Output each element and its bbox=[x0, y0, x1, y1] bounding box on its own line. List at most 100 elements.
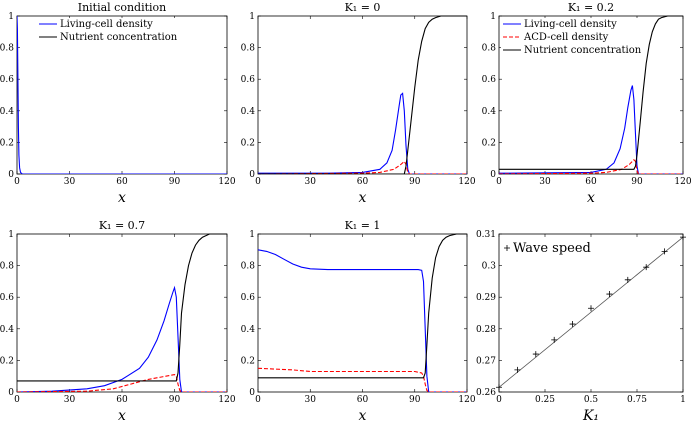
y-tick-label: 0.8 bbox=[482, 44, 497, 54]
y-tick-label: 0 bbox=[8, 170, 14, 180]
y-tick-label: 0.4 bbox=[241, 107, 256, 117]
wave-speed-point bbox=[661, 248, 668, 255]
x-tick-label: 0.5 bbox=[584, 395, 599, 405]
y-tick-label: 1 bbox=[8, 230, 14, 240]
nutrient-series-line bbox=[499, 15, 683, 170]
axes-frame bbox=[16, 233, 228, 393]
legend-box bbox=[501, 18, 639, 61]
y-tick-label: 1 bbox=[249, 12, 255, 22]
legend-label: Wave speed bbox=[513, 241, 591, 256]
y-tick-label: 0 bbox=[8, 388, 14, 398]
x-tick-label: 30 bbox=[305, 177, 317, 187]
acd-series-line bbox=[258, 160, 467, 174]
y-tick-label: 0.29 bbox=[476, 293, 496, 303]
x-tick-label: 0.25 bbox=[535, 395, 555, 405]
y-tick-label: 0.4 bbox=[0, 107, 14, 117]
y-tick-label: 0.31 bbox=[476, 230, 496, 240]
y-tick-label: 0 bbox=[249, 388, 255, 398]
y-tick-label: 0.3 bbox=[482, 262, 497, 272]
panel-title: K₁ = 0 bbox=[345, 1, 381, 14]
y-tick-label: 0.8 bbox=[0, 262, 14, 272]
x-tick-label: 90 bbox=[169, 395, 181, 405]
legend-label: Nutrient concentration bbox=[524, 45, 642, 56]
legend-marker bbox=[504, 245, 510, 251]
x-tick-label: 60 bbox=[116, 177, 128, 187]
x-tick-label: 30 bbox=[539, 177, 551, 187]
legend-label: ACD-cell density bbox=[523, 32, 609, 43]
x-tick-label: 0 bbox=[255, 177, 261, 187]
wave-speed-point bbox=[532, 351, 539, 358]
wave-speed-point bbox=[680, 234, 686, 241]
legend-label: Living-cell density bbox=[60, 19, 153, 30]
living-series-line bbox=[258, 92, 467, 174]
y-tick-label: 0.2 bbox=[241, 356, 255, 366]
x-axis-label: x bbox=[118, 190, 126, 206]
y-tick-label: 1 bbox=[8, 12, 14, 22]
x-tick-label: 120 bbox=[218, 177, 235, 187]
y-tick-label: 0.4 bbox=[0, 325, 14, 335]
axes-frame bbox=[498, 233, 684, 393]
wave-speed-point bbox=[588, 305, 594, 312]
y-tick-label: 0.2 bbox=[0, 356, 14, 366]
nutrient-series-line bbox=[258, 15, 467, 174]
y-tick-label: 0.6 bbox=[241, 75, 256, 85]
y-tick-label: 0 bbox=[249, 170, 255, 180]
x-tick-label: 90 bbox=[409, 177, 421, 187]
x-tick-label: 30 bbox=[305, 395, 317, 405]
axes-frame bbox=[257, 15, 468, 175]
y-tick-label: 0.6 bbox=[241, 293, 256, 303]
panel-title: Initial condition bbox=[78, 1, 167, 14]
x-tick-label: 0.75 bbox=[627, 395, 647, 405]
y-tick-label: 0.2 bbox=[0, 138, 14, 148]
x-tick-label: 60 bbox=[116, 395, 128, 405]
nutrient-series-line bbox=[258, 233, 467, 379]
wave-speed-point bbox=[569, 321, 576, 328]
x-tick-label: 120 bbox=[458, 177, 475, 187]
x-tick-label: 90 bbox=[631, 177, 643, 187]
x-tick-label: 120 bbox=[218, 395, 235, 405]
wave-speed-point bbox=[514, 366, 521, 373]
y-tick-label: 0.8 bbox=[241, 262, 256, 272]
legend-label: Living-cell density bbox=[524, 19, 617, 30]
x-tick-label: 0 bbox=[255, 395, 261, 405]
panel-title: K₁ = 0.7 bbox=[99, 219, 145, 232]
x-tick-label: 30 bbox=[64, 177, 76, 187]
x-axis-label: x bbox=[118, 408, 126, 424]
y-tick-label: 0.28 bbox=[476, 325, 496, 335]
y-tick-label: 0.2 bbox=[482, 138, 496, 148]
x-tick-label: 60 bbox=[357, 177, 369, 187]
x-tick-label: 120 bbox=[458, 395, 475, 405]
wave-speed-point bbox=[606, 291, 613, 298]
x-tick-label: 120 bbox=[674, 177, 691, 187]
acd-series-line bbox=[258, 367, 467, 392]
x-tick-label: 0 bbox=[14, 395, 20, 405]
x-axis-label: x bbox=[587, 190, 595, 206]
x-axis-label: x bbox=[359, 190, 367, 206]
legend-box bbox=[37, 18, 202, 48]
wave-speed-point bbox=[643, 264, 650, 271]
x-tick-label: 0 bbox=[496, 395, 502, 405]
x-axis-label: K₁ bbox=[582, 408, 599, 424]
y-tick-label: 0.4 bbox=[241, 325, 256, 335]
wave-speed-point bbox=[551, 336, 558, 343]
x-tick-label: 60 bbox=[585, 177, 597, 187]
x-tick-label: 1 bbox=[680, 395, 686, 405]
nutrient-series-line bbox=[17, 233, 227, 382]
legend-label: Nutrient concentration bbox=[60, 32, 178, 43]
y-tick-label: 0.6 bbox=[0, 75, 14, 85]
acd-series-line bbox=[499, 159, 683, 174]
y-tick-label: 1 bbox=[249, 230, 255, 240]
y-tick-label: 0.27 bbox=[476, 356, 496, 366]
x-tick-label: 0 bbox=[14, 177, 20, 187]
wave-speed-point bbox=[624, 276, 631, 283]
x-tick-label: 30 bbox=[64, 395, 76, 405]
x-tick-label: 90 bbox=[169, 177, 181, 187]
living-series-line bbox=[17, 15, 227, 174]
panel-title: K₁ = 0.2 bbox=[568, 1, 614, 14]
y-tick-label: 0.4 bbox=[482, 107, 497, 117]
acd-series-line bbox=[17, 374, 227, 392]
x-axis-label: x bbox=[359, 408, 367, 424]
y-tick-label: 0.6 bbox=[482, 75, 497, 85]
living-series-line bbox=[499, 85, 683, 174]
